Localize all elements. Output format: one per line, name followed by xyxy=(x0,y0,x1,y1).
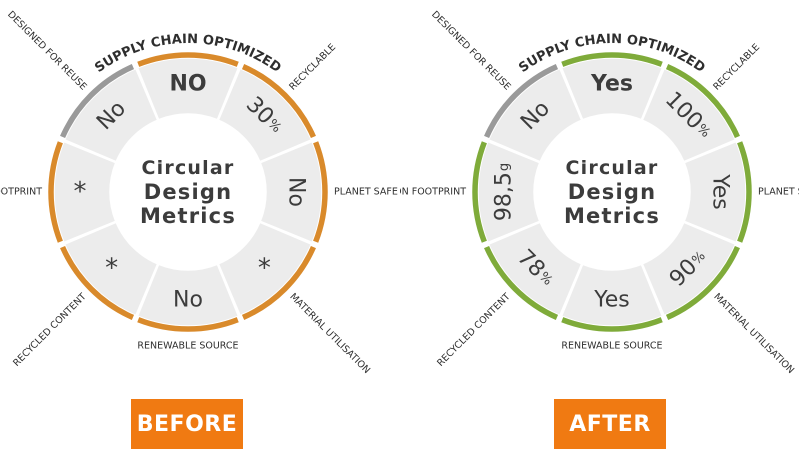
label-planet-safe: PLANET SAFE xyxy=(758,187,799,198)
value-recycled-content: * xyxy=(105,253,118,283)
before-label: BEFORE xyxy=(131,399,243,449)
ring-planet-safe xyxy=(313,141,328,243)
label-material-utilisation: MATERIAL UTILISATION xyxy=(711,291,796,376)
label-carbon-footprint: CARBON FOOTPRINT xyxy=(400,187,466,198)
segment-material-utilisation xyxy=(641,221,737,317)
value-supply-chain-optimized: NO xyxy=(169,72,206,97)
value-renewable-source: No xyxy=(173,288,203,313)
value-supply-chain-optimized: Yes xyxy=(590,72,633,97)
value-planet-safe: Yes xyxy=(708,173,733,210)
label-material-utilisation: MATERIAL UTILISATION xyxy=(287,291,372,376)
segment-supply-chain-optimized xyxy=(136,57,240,121)
label-recyclable: RECYCLABLE xyxy=(287,42,338,93)
segment-renewable-source xyxy=(136,263,240,327)
ring-supply-chain-optimized xyxy=(561,52,663,67)
ring-material-utilisation xyxy=(665,245,740,320)
center-title-line: Circular xyxy=(142,157,235,179)
center-title-line: Design xyxy=(144,180,233,204)
ring-designed-for-reuse xyxy=(60,64,135,139)
segment-recycled-content xyxy=(63,221,159,317)
segment-recyclable xyxy=(641,67,737,163)
value-material-utilisation: * xyxy=(258,253,271,283)
segment-planet-safe xyxy=(259,140,323,244)
ring-planet-safe xyxy=(737,141,752,243)
center-title-line: Design xyxy=(568,180,657,204)
ring-carbon-footprint xyxy=(48,141,63,243)
segment-renewable-source xyxy=(560,263,664,327)
label-planet-safe: PLANET SAFE xyxy=(334,187,398,198)
segment-carbon-footprint xyxy=(53,140,117,244)
value-carbon-footprint: 98,5g xyxy=(492,163,517,221)
ring-supply-chain-optimized xyxy=(137,52,239,67)
ring-renewable-source xyxy=(137,317,239,332)
ring-recycled-content xyxy=(484,245,559,320)
ring-carbon-footprint xyxy=(472,141,487,243)
segment-recyclable xyxy=(217,67,313,163)
after-label: AFTER xyxy=(554,399,666,449)
center-title-line: Metrics xyxy=(564,204,660,228)
segment-planet-safe xyxy=(683,140,747,244)
label-renewable-source: RENEWABLE SOURCE xyxy=(137,341,238,352)
label-renewable-source: RENEWABLE SOURCE xyxy=(561,341,662,352)
ring-recyclable xyxy=(241,64,316,139)
center-title-line: Circular xyxy=(566,157,659,179)
ring-recyclable xyxy=(665,64,740,139)
center-title-line: Metrics xyxy=(140,204,236,228)
label-recycled-content: RECYCLED CONTENT xyxy=(435,291,513,369)
value-carbon-footprint: * xyxy=(74,177,87,207)
value-renewable-source: Yes xyxy=(593,288,630,313)
ring-designed-for-reuse xyxy=(484,64,559,139)
segment-material-utilisation xyxy=(217,221,313,317)
segment-carbon-footprint xyxy=(477,140,541,244)
label-recycled-content: RECYCLED CONTENT xyxy=(11,291,89,369)
value-planet-safe: No xyxy=(284,177,309,207)
label-recyclable: RECYCLABLE xyxy=(711,42,762,93)
ring-renewable-source xyxy=(561,317,663,332)
ring-material-utilisation xyxy=(241,245,316,320)
segment-designed-for-reuse xyxy=(487,67,583,163)
ring-recycled-content xyxy=(60,245,135,320)
label-designed-for-reuse: DESIGNED FOR REUSE xyxy=(429,9,513,93)
label-carbon-footprint: CARBON FOOTPRINT xyxy=(0,187,42,198)
segment-recycled-content xyxy=(487,221,583,317)
label-designed-for-reuse: DESIGNED FOR REUSE xyxy=(5,9,89,93)
segment-supply-chain-optimized xyxy=(560,57,664,121)
segment-designed-for-reuse xyxy=(63,67,159,163)
